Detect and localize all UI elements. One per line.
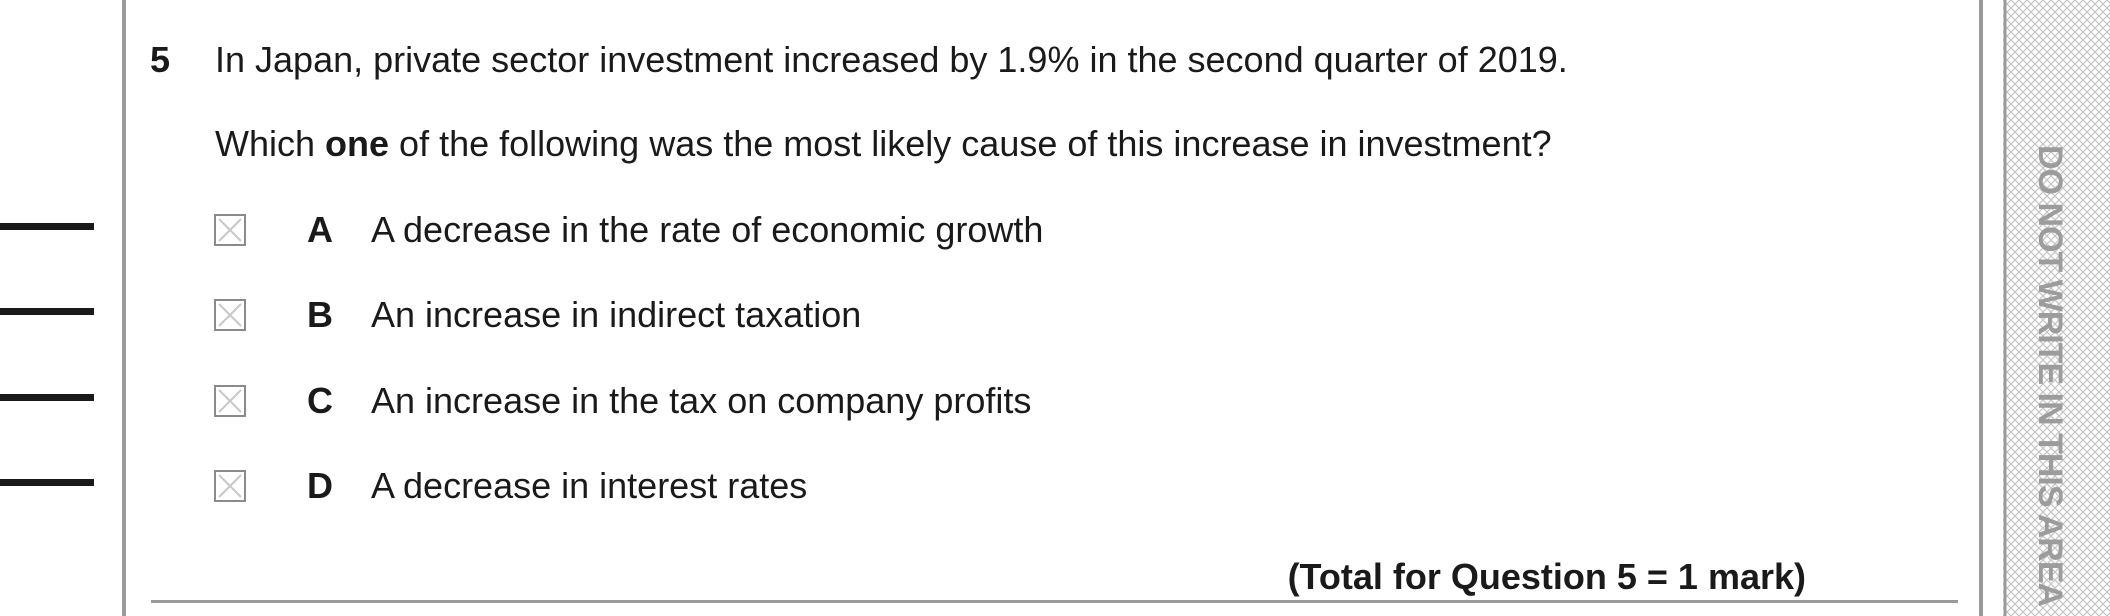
option-text: An increase in indirect taxation [371,294,862,336]
margin-mark [0,479,94,486]
answer-box[interactable] [214,384,246,417]
option-letter: C [307,379,333,421]
option-text: A decrease in interest rates [371,464,808,506]
margin-mark [0,223,94,230]
right-border [1979,0,1983,616]
option-text: A decrease in the rate of economic growt… [371,209,1044,250]
margin-notice: DO NOT WRITE IN THIS AREA [2031,145,2069,607]
prompt-emphasis: one [325,123,390,164]
option-letter: A [307,209,333,250]
answer-box[interactable] [214,469,246,502]
option-text: An increase in the tax on company profit… [371,379,1032,421]
question-text: In Japan, private sector investment incr… [215,39,1568,80]
question-total: (Total for Question 5 = 1 mark) [1287,556,1806,597]
option-letter: B [307,294,333,336]
hatched-margin [2003,0,2110,616]
left-border [122,0,126,616]
prompt-text: of the following was the most likely cau… [389,123,1552,164]
answer-box[interactable] [214,214,246,246]
rule [151,600,1958,603]
option-letter: D [307,464,333,506]
question-number: 5 [150,39,171,80]
margin-mark [0,394,94,401]
margin-mark [0,308,94,315]
question-prompt: Which one of the following was the most … [215,124,1552,164]
answer-box[interactable] [214,299,246,332]
prompt-text: Which [215,123,326,164]
